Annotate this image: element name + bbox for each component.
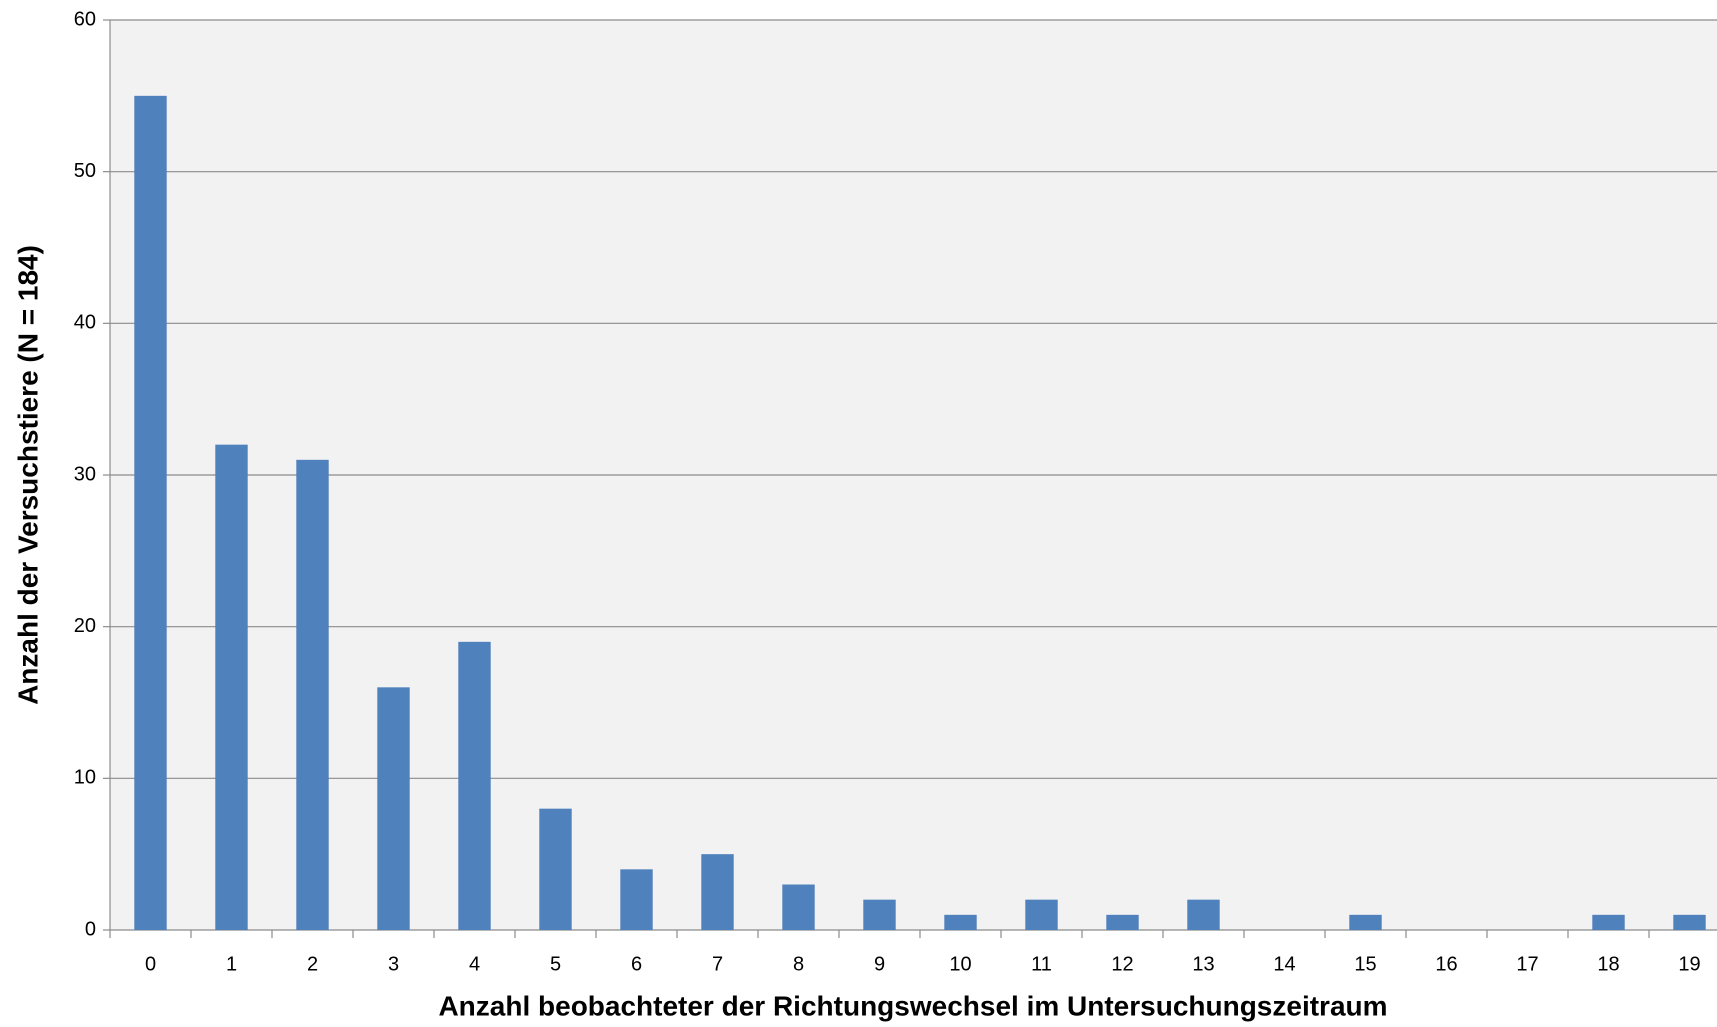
x-tick-label: 0 (145, 953, 156, 975)
x-tick-label: 18 (1597, 953, 1619, 975)
bar (1349, 914, 1382, 930)
y-tick-label: 10 (74, 767, 96, 789)
x-tick-label: 13 (1192, 953, 1214, 975)
bar (701, 854, 734, 930)
y-tick-label: 0 (85, 918, 96, 940)
bar (1106, 914, 1139, 930)
x-tick-label: 19 (1678, 953, 1700, 975)
bar (944, 914, 977, 930)
y-tick-label: 20 (74, 615, 96, 637)
bar (620, 869, 653, 930)
y-tick-label: 60 (74, 8, 96, 30)
x-tick-label: 6 (631, 953, 642, 975)
bar (1187, 899, 1220, 930)
y-tick-label: 30 (74, 463, 96, 485)
bar (863, 899, 896, 930)
bar (782, 884, 815, 930)
y-axis-title: Anzahl der Versuchstiere (N = 184) (12, 245, 43, 705)
bar (458, 641, 491, 930)
x-tick-label: 7 (712, 953, 723, 975)
x-tick-label: 1 (226, 953, 237, 975)
x-tick-label: 15 (1354, 953, 1376, 975)
bar (134, 95, 167, 931)
x-tick-label: 8 (793, 953, 804, 975)
bar (1592, 914, 1625, 930)
bar (296, 459, 329, 930)
bar (215, 444, 248, 930)
x-tick-label: 12 (1111, 953, 1133, 975)
bar (377, 687, 410, 930)
x-tick-label: 16 (1435, 953, 1457, 975)
x-tick-label: 3 (388, 953, 399, 975)
x-tick-label: 14 (1273, 953, 1295, 975)
x-tick-label: 11 (1031, 953, 1052, 975)
y-tick-label: 40 (74, 312, 96, 334)
y-tick-label: 50 (74, 160, 96, 182)
x-tick-label: 2 (307, 953, 318, 975)
bar (1025, 899, 1058, 930)
x-tick-label: 9 (874, 953, 885, 975)
x-tick-label: 5 (550, 953, 561, 975)
x-axis-title: Anzahl beobachteter der Richtungswechsel… (438, 990, 1387, 1021)
bar (1673, 914, 1706, 930)
x-tick-label: 10 (949, 953, 971, 975)
x-tick-label: 17 (1516, 953, 1538, 975)
x-tick-label: 4 (469, 953, 480, 975)
bar (539, 808, 572, 930)
